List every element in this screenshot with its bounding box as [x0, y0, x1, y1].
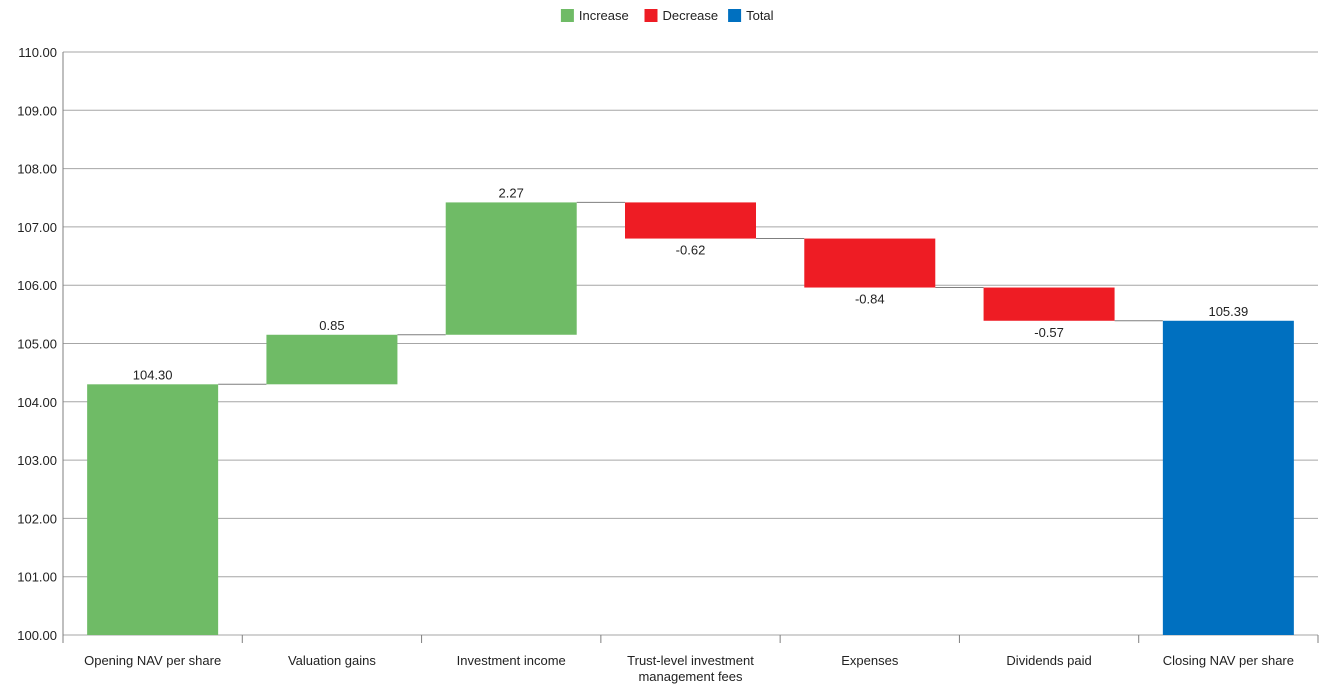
legend-label: Increase — [579, 8, 629, 23]
bar-3 — [625, 202, 756, 239]
x-category-label: Dividends paid — [1006, 653, 1091, 668]
x-category-label: Investment income — [457, 653, 566, 668]
x-category-label: Valuation gains — [288, 653, 376, 668]
y-tick-label: 110.00 — [18, 45, 57, 60]
legend-swatch-total — [728, 9, 742, 22]
y-tick-label: 109.00 — [17, 103, 57, 118]
x-category-label: management fees — [638, 669, 743, 684]
y-tick-label: 105.00 — [17, 337, 57, 352]
data-label: 2.27 — [499, 185, 524, 200]
x-category-label: Trust-level investment — [627, 653, 754, 668]
y-tick-label: 102.00 — [17, 511, 57, 526]
data-label: -0.84 — [855, 292, 885, 307]
legend-label: Decrease — [663, 8, 719, 23]
bar-5 — [983, 287, 1115, 321]
data-label: -0.57 — [1034, 325, 1064, 340]
y-tick-label: 101.00 — [17, 570, 57, 585]
y-tick-label: 100.00 — [17, 628, 57, 643]
data-label: -0.62 — [676, 243, 706, 258]
y-tick-label: 106.00 — [17, 278, 57, 293]
x-category-label: Opening NAV per share — [84, 653, 221, 668]
bar-2 — [445, 202, 577, 335]
legend-swatch-increase — [560, 9, 574, 22]
legend-swatch-decrease — [644, 9, 658, 22]
bar-6 — [1162, 320, 1294, 635]
bar-4 — [804, 238, 936, 288]
bar-1 — [266, 334, 398, 385]
y-tick-label: 107.00 — [17, 220, 57, 235]
legend-label: Total — [746, 8, 774, 23]
bar-0 — [87, 384, 219, 635]
y-tick-label: 103.00 — [17, 453, 57, 468]
x-category-label: Expenses — [841, 653, 899, 668]
data-label: 0.85 — [319, 318, 344, 333]
data-label: 105.39 — [1208, 304, 1248, 319]
x-category-label: Closing NAV per share — [1163, 653, 1294, 668]
data-label: 104.30 — [133, 367, 173, 382]
y-tick-label: 108.00 — [17, 162, 57, 177]
y-tick-label: 104.00 — [17, 395, 57, 410]
